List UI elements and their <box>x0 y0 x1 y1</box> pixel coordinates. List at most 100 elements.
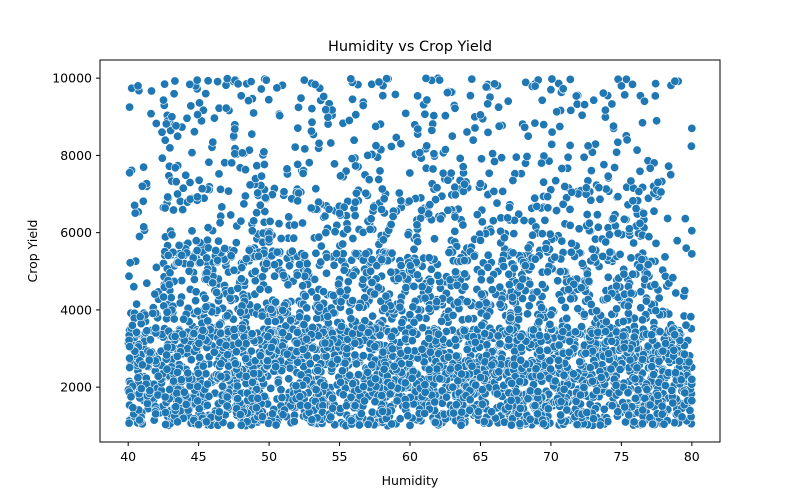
data-point <box>165 384 175 394</box>
data-point <box>489 79 499 89</box>
data-point <box>632 363 642 373</box>
data-point <box>592 210 602 220</box>
data-point <box>283 280 293 290</box>
data-point <box>363 367 373 377</box>
data-point <box>498 186 508 196</box>
data-point <box>430 397 440 407</box>
data-point <box>346 416 356 426</box>
data-point <box>200 293 210 303</box>
data-point <box>348 234 358 244</box>
data-point <box>262 356 272 366</box>
data-point <box>619 269 629 279</box>
data-point <box>327 393 337 403</box>
data-point <box>666 170 676 180</box>
data-point <box>322 252 332 262</box>
data-point <box>546 85 556 95</box>
data-point <box>171 402 181 412</box>
data-point <box>263 332 273 342</box>
data-point <box>630 393 640 403</box>
data-point <box>552 107 562 117</box>
data-point <box>255 351 265 361</box>
data-point <box>259 160 269 170</box>
data-point <box>579 309 589 319</box>
data-point <box>563 152 573 162</box>
data-point <box>573 304 583 314</box>
data-point <box>460 269 470 279</box>
data-point <box>465 405 475 415</box>
data-point <box>333 279 343 289</box>
data-point <box>430 417 440 427</box>
data-point <box>598 251 608 261</box>
data-point <box>450 190 460 200</box>
data-point <box>312 293 322 303</box>
data-point <box>220 244 230 254</box>
data-point <box>596 372 606 382</box>
data-point <box>429 234 439 244</box>
data-point <box>278 305 288 315</box>
data-point <box>302 259 312 269</box>
data-point <box>535 330 545 340</box>
data-point <box>595 194 605 204</box>
data-point <box>385 389 395 399</box>
data-point <box>653 177 663 187</box>
data-point <box>249 108 259 118</box>
data-point <box>187 148 197 158</box>
data-point <box>401 283 411 293</box>
data-point <box>290 142 300 152</box>
data-point <box>332 355 342 365</box>
data-point <box>389 361 399 371</box>
data-point <box>298 168 308 178</box>
data-point <box>183 368 193 378</box>
x-tick-label: 45 <box>191 449 207 464</box>
data-point <box>443 205 453 215</box>
data-point <box>542 345 552 355</box>
data-point <box>470 337 480 347</box>
data-point <box>607 401 617 411</box>
data-point <box>599 160 609 170</box>
data-point <box>164 280 174 290</box>
data-point <box>635 218 645 228</box>
data-point <box>348 379 358 389</box>
data-point <box>342 344 352 354</box>
data-point <box>538 419 548 429</box>
data-point <box>579 152 589 162</box>
data-point <box>386 267 396 277</box>
data-point <box>540 215 550 225</box>
data-point <box>473 407 483 417</box>
data-point <box>387 419 397 429</box>
data-point <box>562 405 572 415</box>
data-point <box>346 314 356 324</box>
data-point <box>339 265 349 275</box>
data-point <box>615 364 625 374</box>
data-point <box>581 183 591 193</box>
data-point <box>336 321 346 331</box>
data-point <box>657 401 667 411</box>
data-point <box>432 364 442 374</box>
data-point <box>565 220 575 230</box>
data-point <box>371 141 381 151</box>
data-point <box>377 390 387 400</box>
data-point <box>224 186 234 196</box>
data-point <box>204 391 214 401</box>
data-point <box>646 330 656 340</box>
data-point <box>577 110 587 120</box>
data-point <box>613 228 623 238</box>
data-point <box>261 75 271 85</box>
data-point <box>475 372 485 382</box>
data-point <box>514 209 524 219</box>
data-point <box>477 217 487 227</box>
data-point <box>417 282 427 292</box>
data-point <box>299 75 309 85</box>
data-point <box>237 323 247 333</box>
data-point <box>170 331 180 341</box>
data-point <box>507 292 517 302</box>
data-point <box>580 100 590 110</box>
data-point <box>533 387 543 397</box>
data-point <box>323 311 333 321</box>
data-point <box>226 420 236 430</box>
data-point <box>537 95 547 105</box>
data-point <box>334 208 344 218</box>
data-point <box>511 387 521 397</box>
data-point <box>664 161 674 171</box>
data-point <box>506 395 516 405</box>
